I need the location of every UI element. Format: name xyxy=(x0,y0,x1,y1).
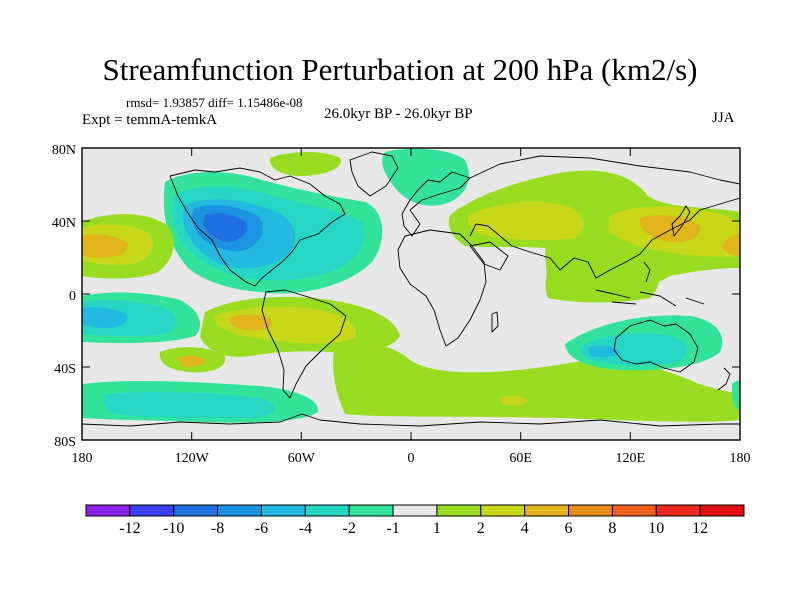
coast-asia xyxy=(469,155,740,279)
coast-australia xyxy=(613,319,699,373)
coast-south-america xyxy=(261,289,347,399)
lon-label: 120W xyxy=(175,451,210,466)
contour-neg-south-pacific-mid xyxy=(103,391,275,419)
colorbar xyxy=(85,504,745,517)
contour-neg-australia-mid xyxy=(580,333,688,366)
colorbar-label: -6 xyxy=(255,520,268,537)
colorbar-box xyxy=(304,504,350,517)
contour-pos-southern-ocean-spot xyxy=(500,395,528,406)
lat-ticks xyxy=(82,147,740,441)
colorbar-box xyxy=(568,504,613,517)
colorbar-box xyxy=(436,504,482,517)
colorbar-label: -10 xyxy=(163,520,184,537)
contour-pos-southern-ocean xyxy=(333,343,740,422)
coast-madagascar xyxy=(491,311,499,333)
lat-label: 40S xyxy=(54,362,76,377)
coast-north-america xyxy=(169,167,346,287)
colorbar-label: 4 xyxy=(521,520,529,537)
period-text: 26.0kyr BP - 26.0kyr BP xyxy=(324,106,473,122)
colorbar-label: -1 xyxy=(386,520,399,537)
contour-neg-far-east-edge xyxy=(732,380,740,410)
coast-antarctica xyxy=(82,413,740,427)
contour-neg-namerica-core2 xyxy=(203,213,248,242)
colorbar-box xyxy=(611,504,657,517)
colorbar-box xyxy=(699,504,745,517)
colorbar-box xyxy=(129,504,175,517)
coast-arabia xyxy=(469,241,509,271)
colorbar-label: 12 xyxy=(692,520,708,537)
coast-greenland xyxy=(349,151,399,197)
colorbar-label: -2 xyxy=(343,520,356,537)
coast-indonesia xyxy=(595,289,705,307)
contour-pos-wpacific-edge xyxy=(722,234,740,256)
season-text: JJA xyxy=(712,110,735,126)
colorbar-label: 1 xyxy=(433,520,441,537)
colorbar-box xyxy=(480,504,526,517)
colorbar-box xyxy=(524,504,570,517)
contour-field xyxy=(82,148,740,440)
lon-label: 0 xyxy=(408,451,415,466)
contour-pos-arctic-canada xyxy=(269,152,341,176)
colorbar-label: 6 xyxy=(565,520,573,537)
colorbar-label: 2 xyxy=(477,520,485,537)
stats-text: rmsd= 1.93857 diff= 1.15486e-08 xyxy=(126,95,303,110)
colorbar-box xyxy=(260,504,306,517)
colorbar-labels: -12 -10 -8 -6 -4 -2 -1 1 2 4 6 8 10 12 xyxy=(119,520,708,537)
lat-label: 80N xyxy=(52,143,76,158)
page-title: Streamfunction Perturbation at 200 hPa (… xyxy=(102,52,698,87)
coast-new-zealand xyxy=(717,367,731,391)
experiment-text: Expt = temmA-temkA xyxy=(82,112,218,128)
colorbar-box xyxy=(173,504,219,517)
colorbar-label: -4 xyxy=(299,520,312,537)
coast-africa xyxy=(397,229,487,347)
lon-label: 180 xyxy=(72,451,93,466)
colorbar-box xyxy=(85,504,131,517)
colorbar-label: 8 xyxy=(608,520,616,537)
lon-label: 60E xyxy=(509,451,532,466)
coast-europe xyxy=(401,171,471,237)
lon-label: 120E xyxy=(616,451,646,466)
coast-japan xyxy=(671,205,691,237)
lat-label: 0 xyxy=(69,289,76,304)
colorbar-label: 10 xyxy=(648,520,664,537)
lon-label: 180 xyxy=(730,451,751,466)
lon-label: 60W xyxy=(288,451,316,466)
colorbar-label: -12 xyxy=(119,520,140,537)
contour-neg-tropacific-core xyxy=(82,307,128,328)
coastlines xyxy=(82,151,740,427)
coast-philippines xyxy=(643,261,651,283)
lat-label: 80S xyxy=(54,435,76,450)
colorbar-box xyxy=(348,504,394,517)
contour-pos-epacific-core xyxy=(82,234,128,258)
contour-pos-spacific-inner xyxy=(178,355,206,367)
lat-label: 40N xyxy=(52,216,76,231)
contour-pos-samerica-core xyxy=(229,314,273,331)
colorbar-box xyxy=(392,504,438,517)
colorbar-box xyxy=(217,504,262,517)
lon-ticks xyxy=(81,148,741,440)
contour-neg-australia-core xyxy=(588,345,620,358)
colorbar-label: -8 xyxy=(211,520,224,537)
colorbar-box xyxy=(655,504,701,517)
contour-pos-eurasia-mid xyxy=(468,201,584,241)
